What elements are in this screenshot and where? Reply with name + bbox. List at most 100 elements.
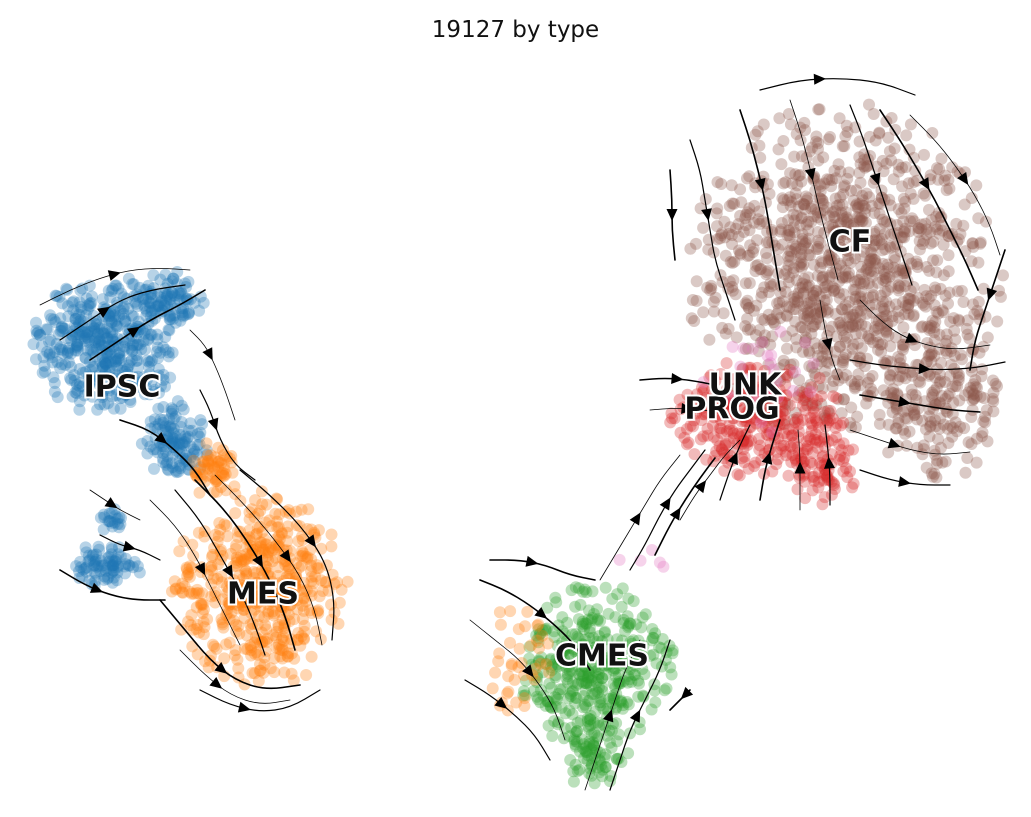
- cell-point-ipsc: [176, 306, 189, 319]
- cell-point-unk: [787, 384, 800, 397]
- cell-point-cf: [810, 130, 823, 143]
- cell-point-cf: [832, 235, 845, 248]
- cell-point-ipsc: [174, 314, 187, 327]
- cell-point-ipsc: [82, 299, 95, 312]
- cell-point-cf: [766, 313, 779, 326]
- cell-point-ipsc: [91, 326, 104, 339]
- cell-point-ipsc: [57, 322, 70, 335]
- cell-point-cf: [845, 184, 857, 197]
- cell-point-ipsc: [71, 340, 84, 352]
- cell-point-ipsc: [114, 304, 127, 317]
- cell-point-mes: [261, 550, 274, 563]
- cell-point-mes: [290, 519, 303, 532]
- cell-point-ipsc: [166, 286, 179, 299]
- cell-point-prog: [827, 390, 840, 403]
- cell-point-cf: [859, 161, 871, 174]
- cell-point-cmes: [582, 672, 595, 685]
- cell-point-ipsc: [137, 335, 150, 347]
- cell-point-cf: [787, 303, 800, 316]
- cell-point-cf: [875, 345, 888, 358]
- cell-point-ipsc: [142, 279, 155, 292]
- cell-point-ipsc: [98, 356, 111, 369]
- cell-point-cf: [934, 282, 947, 295]
- cell-point-ipsc: [88, 322, 101, 335]
- cell-point-ipsc: [98, 398, 111, 411]
- cell-point-mes: [333, 596, 346, 609]
- cell-point-ipsc: [188, 455, 201, 468]
- cell-point-ipsc: [75, 303, 88, 316]
- cell-point-mes: [223, 613, 236, 626]
- streamline-arrowhead: [107, 270, 121, 281]
- cell-point-ipsc: [172, 286, 185, 299]
- cell-point-cf: [874, 289, 887, 302]
- cell-point-mes: [299, 595, 312, 608]
- cell-point-cf: [952, 313, 965, 326]
- cell-point-cf: [787, 266, 800, 279]
- cell-point-cf: [703, 333, 716, 346]
- cell-point-cf: [897, 262, 910, 275]
- cell-point-ipsc: [182, 430, 195, 443]
- cell-point-ipsc: [118, 376, 131, 389]
- cell-point-cf: [957, 219, 970, 232]
- cell-point-cf: [836, 303, 849, 316]
- cell-point-mes: [513, 642, 526, 655]
- cell-point-mes: [207, 486, 220, 499]
- cell-point-cf: [907, 309, 920, 321]
- cell-point-cf: [835, 259, 848, 272]
- cell-point-cf: [968, 308, 981, 321]
- cell-point-ipsc: [170, 466, 183, 479]
- cell-point-ipsc: [116, 365, 129, 377]
- cell-point-ipsc: [86, 361, 99, 374]
- cell-point-mes: [263, 570, 276, 583]
- cell-point-mes: [230, 584, 242, 597]
- cell-point-ipsc: [139, 323, 152, 336]
- cell-point-ipsc: [100, 332, 113, 345]
- cell-point-mes: [207, 572, 220, 585]
- cell-point-cf: [766, 226, 778, 239]
- cell-point-cf: [789, 168, 802, 181]
- cell-point-cf: [879, 243, 892, 256]
- cell-point-ipsc: [178, 455, 191, 468]
- cell-point-ipsc: [110, 369, 123, 382]
- cell-point-mes: [249, 494, 262, 507]
- cell-point-cf: [781, 229, 794, 242]
- cell-point-cf: [750, 329, 762, 342]
- cell-point-mes: [180, 561, 193, 574]
- cell-point-cmes: [585, 758, 598, 771]
- cell-point-cf: [873, 234, 886, 247]
- cell-point-ipsc: [151, 289, 164, 302]
- cell-point-mes: [238, 642, 251, 655]
- cell-point-ipsc: [139, 302, 152, 315]
- cell-point-ipsc: [106, 520, 119, 533]
- cell-point-ipsc: [131, 370, 144, 383]
- cell-point-cf: [798, 272, 811, 285]
- cell-point-mes: [305, 607, 318, 619]
- cell-point-ipsc: [180, 281, 192, 293]
- cell-point-prog: [796, 414, 809, 426]
- cell-point-ipsc: [182, 424, 195, 437]
- streamline-arrowhead: [669, 507, 681, 521]
- cell-point-ipsc: [89, 555, 102, 568]
- cell-point-ipsc: [30, 324, 43, 337]
- cell-point-cf: [833, 198, 846, 211]
- cell-point-ipsc: [96, 559, 109, 572]
- cell-point-ipsc: [100, 562, 113, 575]
- velocity-streamline: [759, 78, 916, 96]
- cell-point-mes: [206, 550, 218, 563]
- cell-point-mes: [216, 593, 229, 606]
- cell-point-cf: [741, 172, 753, 185]
- cell-point-cf: [760, 247, 772, 259]
- cell-point-mes: [269, 507, 282, 520]
- cell-point-mes: [241, 540, 254, 553]
- cell-point-cf: [714, 232, 727, 245]
- cell-point-mes: [183, 585, 196, 598]
- cell-point-ipsc: [46, 356, 59, 369]
- cell-point-cf: [765, 313, 778, 326]
- cell-point-ipsc: [144, 301, 157, 314]
- cell-point-cf: [787, 221, 800, 234]
- cell-point-cf: [872, 197, 885, 210]
- cell-point-mes: [232, 662, 245, 675]
- cell-point-ipsc: [79, 562, 92, 575]
- cell-point-ipsc: [132, 290, 145, 303]
- cell-point-cf: [834, 191, 847, 204]
